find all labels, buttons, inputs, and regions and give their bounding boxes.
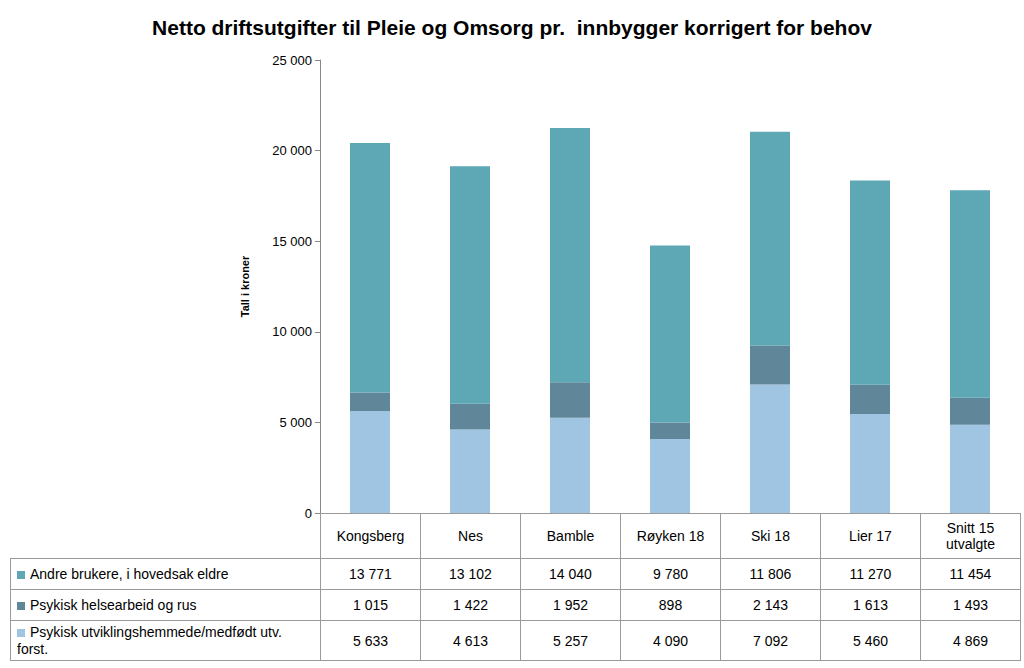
html-text:Bamble: Bamble xyxy=(546,528,595,544)
html-text:11 270: 11 270 xyxy=(849,566,892,582)
html-text:Psykisk helsearbeid og rus: Psykisk helsearbeid og rus xyxy=(30,596,197,613)
html-text:4 613: 4 613 xyxy=(453,632,488,649)
html-text:Andre brukere, i hovedsak eldr: Andre brukere, i hovedsak eldre xyxy=(30,565,229,582)
html-text:13 102: 13 102 xyxy=(449,566,492,582)
html-text:Røyken 18: Røyken 18 xyxy=(636,528,705,544)
html-text:9 780: 9 780 xyxy=(653,566,688,582)
html-text:4 090: 4 090 xyxy=(653,632,688,649)
svg-text:Netto driftsutgifter til Pleie: Netto driftsutgifter til Pleie og Omsorg… xyxy=(152,16,872,39)
html-text:5 633: 5 633 xyxy=(353,632,388,649)
html-text:2 143: 2 143 xyxy=(753,597,788,613)
html-text:13 771: 13 771 xyxy=(349,566,392,582)
html-text:5 257: 5 257 xyxy=(553,632,588,649)
html-text:Kongsberg: Kongsberg xyxy=(336,528,405,544)
svg-text:5 000: 5 000 xyxy=(279,415,312,430)
html-text:11 454: 11 454 xyxy=(949,566,992,582)
html-text:14 040: 14 040 xyxy=(549,566,592,582)
html-text:Snitt 15 utvalgte: Snitt 15 utvalgte xyxy=(946,520,995,552)
html-text:Nes: Nes xyxy=(458,528,483,544)
svg-text:15 000: 15 000 xyxy=(272,234,312,249)
html-text:1 952: 1 952 xyxy=(553,597,588,613)
html-text:1 015: 1 015 xyxy=(353,597,388,613)
svg-text:10 000: 10 000 xyxy=(272,324,312,339)
html-text:5 460: 5 460 xyxy=(853,632,888,649)
html-text:Psykisk utviklingshemmede/medf: Psykisk utviklingshemmede/medfødt utv. f… xyxy=(17,623,282,657)
svg-text:0: 0 xyxy=(304,505,312,521)
html-text:4 869: 4 869 xyxy=(953,632,988,649)
svg-text:Tall i kroner: Tall i kroner xyxy=(239,255,251,317)
html-text:Ski 18: Ski 18 xyxy=(751,528,790,544)
html-text:Lier 17: Lier 17 xyxy=(849,528,892,544)
html-text:11 806: 11 806 xyxy=(749,566,792,582)
html-text:7 092: 7 092 xyxy=(753,632,788,649)
html-text:1 613: 1 613 xyxy=(853,597,888,613)
svg-text:25 000: 25 000 xyxy=(272,53,312,68)
svg-text:20 000: 20 000 xyxy=(272,143,312,158)
html-text:1 493: 1 493 xyxy=(953,597,988,613)
html-text:1 422: 1 422 xyxy=(453,597,488,613)
html-text:898: 898 xyxy=(658,597,683,613)
